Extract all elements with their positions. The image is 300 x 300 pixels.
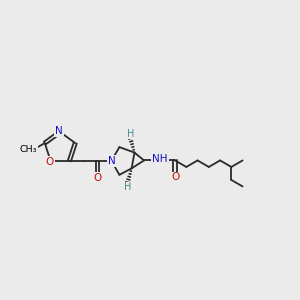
Text: H: H xyxy=(127,129,134,139)
Text: N: N xyxy=(107,156,115,166)
Text: O: O xyxy=(93,173,101,183)
Text: O: O xyxy=(171,172,179,182)
Text: CH₃: CH₃ xyxy=(20,145,37,154)
Text: H: H xyxy=(124,182,131,192)
Text: N: N xyxy=(55,126,63,136)
Text: O: O xyxy=(46,157,54,167)
Text: NH: NH xyxy=(152,154,168,164)
